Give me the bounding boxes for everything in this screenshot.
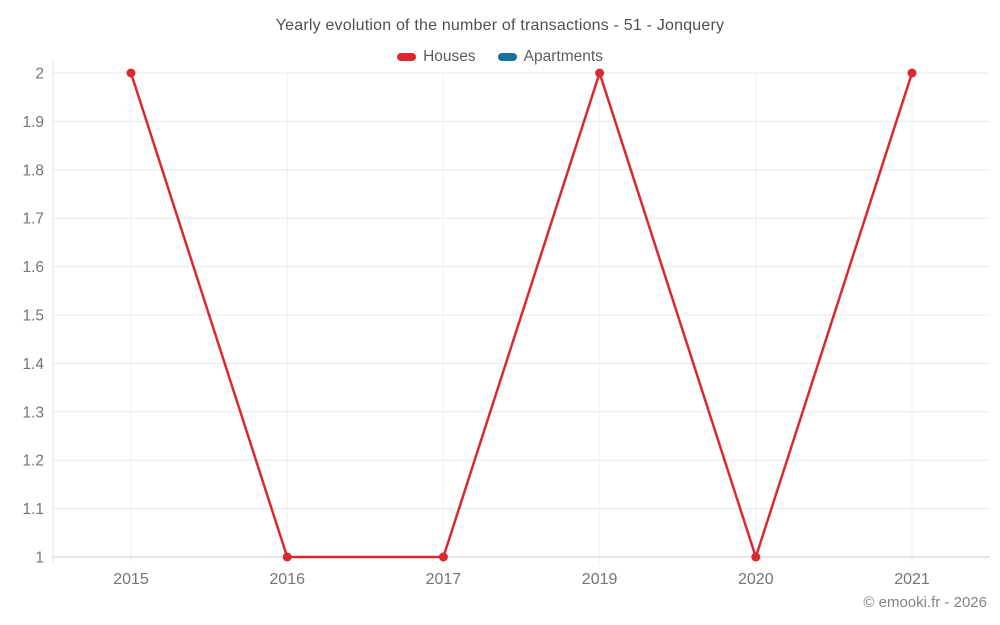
legend-swatch-houses [397, 53, 417, 61]
y-axis-label-1.7: 1.7 [22, 211, 44, 228]
legend-label-houses: Houses [423, 48, 476, 65]
x-axis-label-2015: 2015 [113, 571, 149, 588]
y-axis-label-1.5: 1.5 [22, 308, 44, 325]
x-axis-label-2016: 2016 [269, 571, 305, 588]
legend-item-houses[interactable]: Houses [397, 48, 476, 66]
houses-marker-2020[interactable] [751, 552, 761, 562]
y-axis-label-1.3: 1.3 [22, 404, 44, 421]
x-axis-label-2017: 2017 [426, 571, 462, 588]
legend-item-apartments[interactable]: Apartments [497, 48, 603, 66]
y-axis-label-2: 2 [35, 66, 44, 83]
y-axis-label-1.4: 1.4 [22, 356, 44, 373]
houses-marker-2017[interactable] [438, 552, 448, 562]
y-axis-label-1: 1 [35, 550, 44, 567]
y-axis-label-1.1: 1.1 [22, 501, 44, 518]
y-axis-label-1.2: 1.2 [22, 453, 44, 470]
legend-label-apartments: Apartments [523, 48, 603, 65]
chart-legend: Houses Apartments [0, 47, 1000, 67]
attribution-text: © emooki.fr - 2026 [863, 594, 987, 611]
houses-marker-2019[interactable] [595, 68, 605, 78]
y-axis-label-1.8: 1.8 [22, 162, 44, 179]
chart-title: Yearly evolution of the number of transa… [275, 17, 725, 34]
y-axis-label-1.6: 1.6 [22, 259, 44, 276]
houses-series-line [129, 71, 914, 559]
x-axis-label-2019: 2019 [582, 571, 618, 588]
legend-swatch-apartments [497, 53, 517, 61]
y-axis-label-1.9: 1.9 [22, 114, 44, 131]
houses-marker-2016[interactable] [282, 552, 292, 562]
houses-marker-2021[interactable] [907, 68, 917, 78]
x-axis-label-2020: 2020 [738, 571, 774, 588]
houses-marker-2015[interactable] [126, 68, 136, 78]
x-axis-label-2021: 2021 [894, 571, 930, 588]
